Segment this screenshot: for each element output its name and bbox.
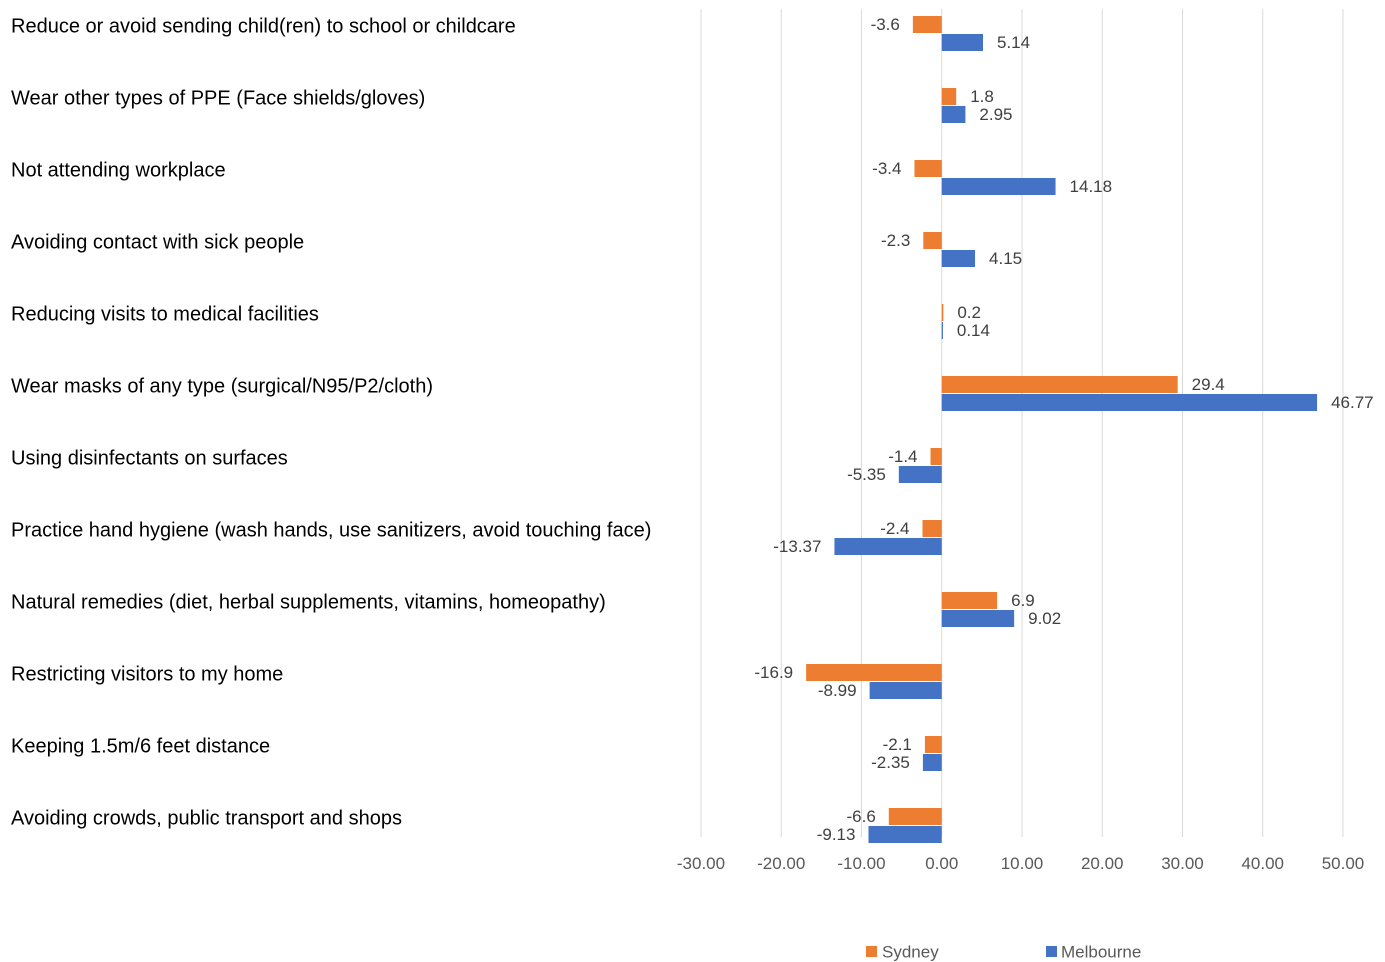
x-tick-label: -20.00 (757, 854, 805, 873)
sydney-data-label: 6.9 (1011, 591, 1035, 610)
sydney-data-label: -3.6 (871, 15, 900, 34)
melbourne-bar (941, 106, 966, 123)
category-label: Wear masks of any type (surgical/N95/P2/… (11, 375, 433, 397)
melbourne-data-label: 2.95 (979, 105, 1012, 124)
sydney-bar (930, 448, 942, 465)
melbourne-bar (941, 34, 983, 51)
melbourne-data-label: -2.35 (871, 753, 910, 772)
melbourne-data-label: 14.18 (1070, 177, 1113, 196)
x-tick-label: 50.00 (1322, 854, 1365, 873)
x-tick-label: 30.00 (1161, 854, 1204, 873)
category-label: Practice hand hygiene (wash hands, use s… (11, 519, 651, 541)
sydney-bar (912, 16, 942, 33)
sydney-data-label: -1.4 (888, 447, 917, 466)
melbourne-data-label: -8.99 (818, 681, 857, 700)
sydney-bar (888, 808, 942, 825)
melbourne-bar (922, 754, 942, 771)
sydney-data-label: -6.6 (846, 807, 875, 826)
gridlines (700, 9, 1344, 837)
sydney-data-label: -2.1 (883, 735, 912, 754)
sydney-data-label: -2.3 (881, 231, 910, 250)
x-tick-label: 0.00 (925, 854, 958, 873)
sydney-bar (941, 592, 998, 609)
melbourne-data-label: 4.15 (989, 249, 1022, 268)
category-label: Natural remedies (diet, herbal supplemen… (11, 591, 606, 613)
sydney-bar (941, 376, 1178, 393)
category-label: Reduce or avoid sending child(ren) to sc… (11, 15, 516, 37)
melbourne-data-label: -5.35 (847, 465, 886, 484)
category-label: Using disinfectants on surfaces (11, 447, 288, 469)
sydney-data-label: -3.4 (872, 159, 901, 178)
melbourne-data-label: 0.14 (957, 321, 990, 340)
melbourne-bar (868, 826, 942, 843)
category-labels: Reduce or avoid sending child(ren) to sc… (11, 15, 651, 829)
bars (806, 16, 1318, 843)
melbourne-data-label: 5.14 (997, 33, 1030, 52)
melbourne-data-label: 9.02 (1028, 609, 1061, 628)
melbourne-data-label: -13.37 (773, 537, 821, 556)
sydney-data-label: 1.8 (970, 87, 994, 106)
sydney-data-label: 29.4 (1192, 375, 1225, 394)
melbourne-bar (941, 394, 1318, 411)
legend: Sydney Melbourne (866, 942, 1141, 961)
sydney-bar (922, 520, 942, 537)
melbourne-bar (898, 466, 942, 483)
x-tick-label: 20.00 (1081, 854, 1124, 873)
x-tick-label: 10.00 (1001, 854, 1044, 873)
x-tick-label: -10.00 (837, 854, 885, 873)
melbourne-bar (834, 538, 942, 555)
sydney-legend-swatch (866, 946, 877, 957)
data-labels: -3.6 1.8 -3.4 -2.3 0.2 29.4 -1.4 -2.4 6.9 -16.9 -2… (754, 15, 1373, 844)
melbourne-legend-label: Melbourne (1061, 942, 1141, 961)
category-label: Restricting visitors to my home (11, 663, 283, 685)
category-label: Wear other types of PPE (Face shields/gl… (11, 87, 425, 109)
melbourne-bar (941, 250, 976, 267)
x-axis-tick-labels: -30.00 -20.00 -10.00 0.00 10.00 20.00 30.00 40.… (677, 854, 1364, 873)
sydney-data-label: -16.9 (754, 663, 793, 682)
melbourne-bar (941, 178, 1056, 195)
category-label: Avoiding contact with sick people (11, 231, 304, 253)
category-label: Avoiding crowds, public transport and sh… (11, 807, 402, 829)
sydney-bar (941, 304, 944, 321)
sydney-legend-label: Sydney (882, 942, 939, 961)
category-label: Keeping 1.5m/6 feet distance (11, 735, 270, 757)
sydney-data-label: -2.4 (880, 519, 909, 538)
sydney-bar (941, 88, 957, 105)
category-label: Reducing visits to medical facilities (11, 303, 319, 325)
sydney-data-label: 0.2 (957, 303, 981, 322)
melbourne-bar (941, 322, 943, 339)
melbourne-legend-swatch (1046, 946, 1057, 957)
x-tick-label: 40.00 (1241, 854, 1284, 873)
melbourne-bar (941, 610, 1015, 627)
sydney-bar (924, 736, 942, 753)
sydney-bar (923, 232, 942, 249)
melbourne-data-label: -9.13 (817, 825, 856, 844)
sydney-bar (914, 160, 942, 177)
melbourne-bar (869, 682, 942, 699)
x-tick-label: -30.00 (677, 854, 725, 873)
category-label: Not attending workplace (11, 159, 226, 181)
sydney-bar (806, 664, 942, 681)
melbourne-data-label: 46.77 (1331, 393, 1374, 412)
